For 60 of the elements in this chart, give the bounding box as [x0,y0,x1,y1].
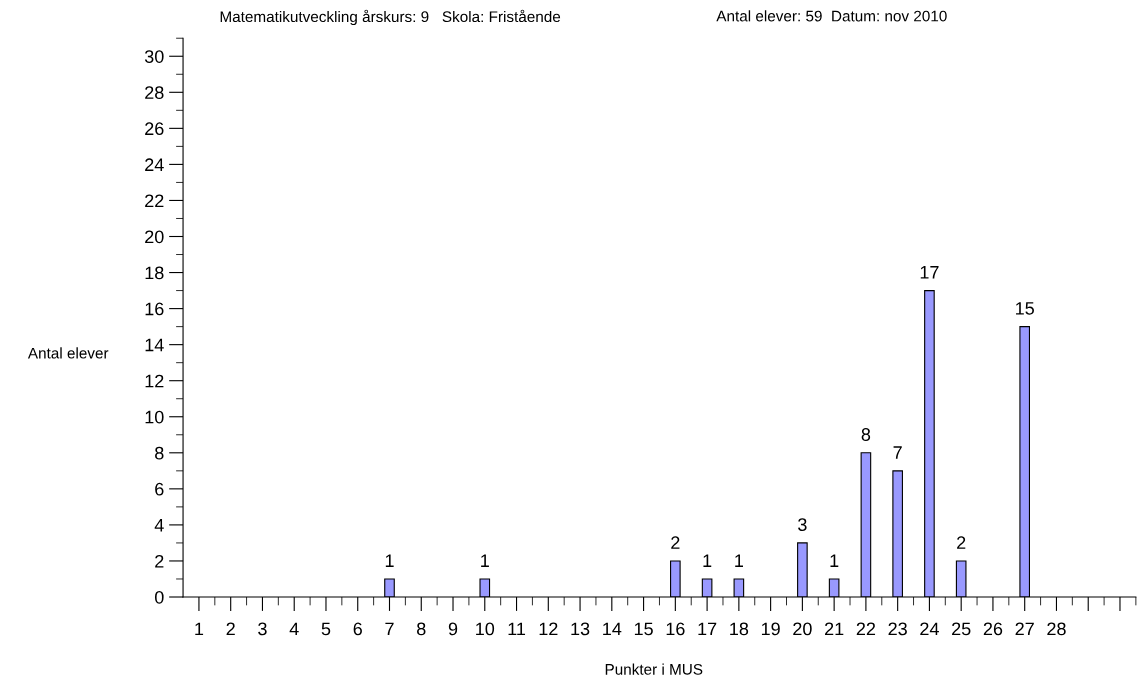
y-tick-label: 28 [145,86,164,100]
x-tick-label: 10 [476,622,495,636]
data-label: 7 [893,446,902,459]
y-tick-label: 18 [145,266,164,280]
x-tick-label: 2 [226,622,235,636]
y-tick-label: 24 [145,158,164,171]
data-label: 2 [957,536,966,549]
data-label: 8 [861,428,871,441]
y-tick-label: 8 [155,446,164,460]
data-label: 1 [481,554,489,567]
y-tick-label: 0 [154,590,164,604]
x-tick-label: 16 [666,622,685,636]
x-tick-label: 23 [888,622,907,636]
x-tick-label: 21 [825,622,844,636]
x-tick-label: 17 [698,622,717,636]
y-tick-label: 20 [145,230,164,244]
x-tick-label: 18 [730,622,749,636]
data-label: 1 [385,554,394,567]
data-label: 2 [671,536,680,549]
data-label: 1 [830,554,839,567]
y-tick-label: 30 [144,50,164,63]
x-tick-label: 8 [417,622,426,636]
x-tick-label: 12 [539,622,558,636]
y-tick-label: 2 [155,554,164,568]
y-tick-label: 26 [145,122,164,136]
y-tick-label: 12 [145,374,164,388]
x-tick-label: 11 [508,622,526,636]
x-tick-label: 20 [793,622,812,636]
y-tick-label: 4 [154,519,164,532]
x-tick-label: 4 [289,622,299,636]
x-tick-label: 15 [634,622,653,636]
x-tick-label: 14 [603,622,622,636]
data-label: 15 [1016,302,1034,315]
x-tick-label: 5 [321,622,331,636]
x-tick-label: 3 [258,622,267,636]
y-tick-label: 16 [145,302,164,316]
x-tick-label: 9 [448,622,458,636]
y-tick-label: 14 [145,338,164,352]
x-tick-label: 27 [1015,622,1034,636]
data-label: 17 [920,266,939,279]
data-label: 3 [798,518,807,532]
y-axis-title: Antal elever [27,347,109,359]
data-label: 1 [735,554,743,567]
y-tick-label: 22 [145,194,164,207]
x-tick-label: 13 [571,622,590,636]
x-tick-label: 7 [385,622,394,636]
data-label: 1 [703,554,712,567]
x-tick-label: 25 [952,622,971,636]
y-tick-label: 10 [145,410,164,424]
x-tick-label: 28 [1047,622,1066,636]
x-axis-title: Punkter i MUS [605,663,703,675]
x-tick-label: 24 [920,622,939,636]
x-tick-label: 26 [983,622,1003,636]
chart-title: Matematikutveckling årskurs: 9 Skola: Fristående [220,9,561,26]
x-tick-label: 6 [353,622,362,636]
x-tick-label: 22 [856,622,876,636]
y-tick-label: 6 [155,482,164,496]
chart-subtitle: Antal elever: 59 Datum: nov 2010 [716,10,947,22]
x-tick-label: 1 [195,622,204,636]
x-tick-label: 19 [761,622,780,636]
